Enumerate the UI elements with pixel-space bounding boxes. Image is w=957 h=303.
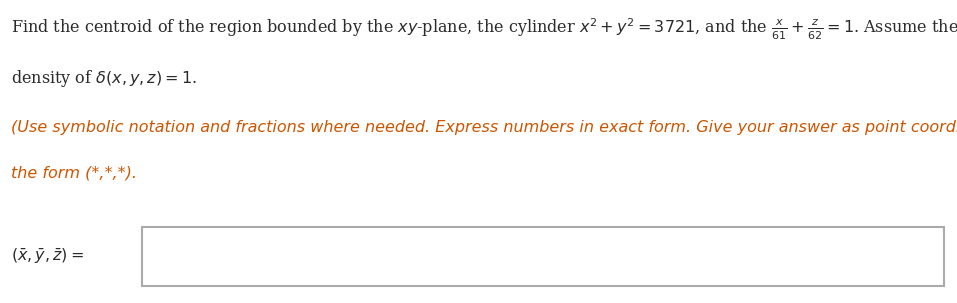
Text: the form (*,*,*).: the form (*,*,*). bbox=[11, 165, 138, 180]
Text: $(\bar{x}, \bar{y}, \bar{z}) =$: $(\bar{x}, \bar{y}, \bar{z}) =$ bbox=[11, 246, 84, 266]
Text: (Use symbolic notation and fractions where needed. Express numbers in exact form: (Use symbolic notation and fractions whe… bbox=[11, 120, 957, 135]
Text: density of $\delta(x, y, z) = 1$.: density of $\delta(x, y, z) = 1$. bbox=[11, 68, 197, 89]
Text: Find the centroid of the region bounded by the $xy$-plane, the cylinder $x^2 + y: Find the centroid of the region bounded … bbox=[11, 17, 957, 42]
